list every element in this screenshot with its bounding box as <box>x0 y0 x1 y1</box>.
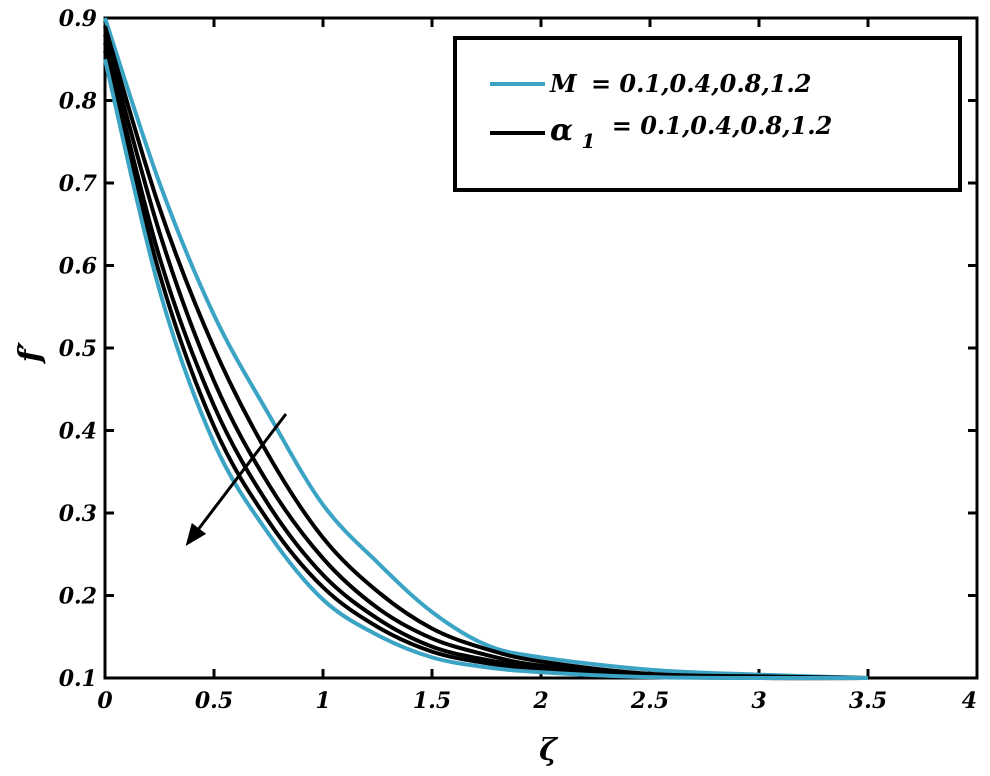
legend-symbol-M: M <box>549 69 578 98</box>
legend: M = 0.1,0.4,0.8,1.2 α 1 = 0.1,0.4,0.8,1.… <box>453 36 962 192</box>
x-tick-label: 1 <box>315 688 330 714</box>
legend-values-alpha1: = 0.1,0.4,0.8,1.2 <box>612 111 833 140</box>
x-axis-label: ζ <box>539 733 559 768</box>
y-tick-label: 0.7 <box>59 171 98 197</box>
x-tick-label: 1.5 <box>413 688 451 714</box>
trend-arrow-line <box>197 413 288 530</box>
legend-subscript-1: 1 <box>581 129 595 153</box>
y-tick-label: 0.6 <box>59 254 97 280</box>
trend-arrow <box>185 413 288 546</box>
x-tick-label: 0 <box>97 688 113 714</box>
legend-label-alpha1: α 1 = 0.1,0.4,0.8,1.2 <box>550 111 832 154</box>
legend-label-M: M = 0.1,0.4,0.8,1.2 <box>549 69 811 98</box>
legend-symbol-alpha: α <box>550 113 573 148</box>
series-line-6 <box>103 58 869 681</box>
x-tick-label: 2.5 <box>630 688 669 714</box>
y-tick-label: 0.8 <box>59 89 97 115</box>
y-tick-label: 0.3 <box>59 501 97 527</box>
x-tick-label: 2 <box>532 688 548 714</box>
y-tick-label: 0.2 <box>59 584 97 610</box>
x-tick-label: 0.5 <box>195 688 233 714</box>
y-tick-label: 0.4 <box>59 419 97 445</box>
trend-arrow-head <box>185 523 207 546</box>
y-axis-label: f′ <box>13 342 48 365</box>
y-tick-label: 0.9 <box>59 6 97 32</box>
x-tick-label: 3.5 <box>849 688 887 714</box>
y-tick-label: 0.5 <box>59 336 97 362</box>
legend-box <box>453 36 962 192</box>
y-tick-label: 0.1 <box>59 666 97 692</box>
x-tick-label: 3 <box>751 688 766 714</box>
x-tick-label: 4 <box>962 688 977 714</box>
series-line-1 <box>103 17 869 680</box>
series-layer <box>103 17 869 681</box>
legend-values-M: = 0.1,0.4,0.8,1.2 <box>591 69 812 98</box>
